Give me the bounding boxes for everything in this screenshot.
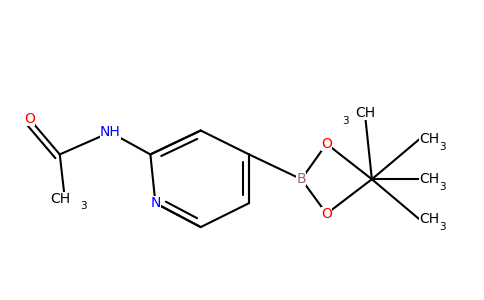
Text: CH: CH bbox=[419, 132, 439, 146]
Text: 3: 3 bbox=[342, 116, 348, 126]
Text: 3: 3 bbox=[80, 201, 87, 211]
Text: CH: CH bbox=[355, 106, 375, 120]
Text: NH: NH bbox=[100, 125, 121, 139]
Text: CH: CH bbox=[419, 212, 439, 226]
Text: O: O bbox=[321, 137, 332, 151]
Text: CH: CH bbox=[419, 172, 439, 186]
Text: N: N bbox=[150, 196, 161, 210]
Text: O: O bbox=[24, 112, 35, 126]
Text: CH: CH bbox=[50, 192, 71, 206]
Text: O: O bbox=[321, 207, 332, 221]
Text: B: B bbox=[297, 172, 306, 186]
Text: 3: 3 bbox=[439, 182, 445, 192]
Text: 3: 3 bbox=[439, 142, 445, 152]
Text: 3: 3 bbox=[439, 222, 445, 232]
